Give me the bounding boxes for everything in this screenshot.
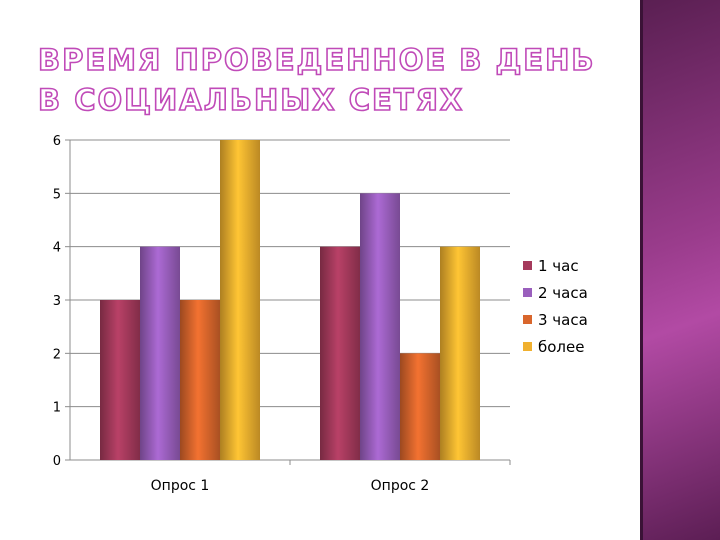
- y-tick-label: 4: [53, 241, 61, 256]
- y-tick-label: 6: [53, 134, 61, 149]
- legend-label: 2 часа: [538, 284, 588, 302]
- legend-label: 3 часа: [538, 311, 588, 329]
- legend-swatch: [523, 342, 532, 351]
- bar-1-2: [140, 246, 180, 460]
- y-tick-label: 1: [53, 401, 61, 416]
- bar-chart: 0 1 2 3 4 5 6 Опрос 1 Опрос 2 1 час 2 часа 3 часа б…: [53, 134, 588, 494]
- bar-1-4: [220, 140, 260, 460]
- bar-2-4: [440, 246, 480, 460]
- y-tick-label: 0: [53, 454, 61, 469]
- legend-swatch: [523, 288, 532, 297]
- legend-swatch: [523, 261, 532, 270]
- legend-label: 1 час: [538, 257, 579, 275]
- y-tick-label: 2: [53, 347, 61, 362]
- legend-label: более: [538, 338, 584, 356]
- bar-2-1: [320, 246, 360, 460]
- y-tick-label: 3: [53, 294, 61, 309]
- x-category-label: Опрос 2: [371, 478, 430, 494]
- bar-1-1: [100, 300, 140, 460]
- bar-1-3: [180, 300, 220, 460]
- bar-2-3: [400, 353, 440, 460]
- axis-labels: 0 1 2 3 4 5 6 Опрос 1 Опрос 2: [53, 134, 430, 494]
- legend: 1 час 2 часа 3 часа более: [523, 257, 588, 356]
- decorative-side-panel: [640, 0, 720, 540]
- bar-2-2: [360, 193, 400, 461]
- legend-swatch: [523, 315, 532, 324]
- bars: [100, 140, 480, 461]
- x-category-label: Опрос 1: [151, 478, 210, 494]
- y-tick-label: 5: [53, 187, 61, 202]
- slide-title: ВРЕМЯ ПРОВЕДЕННОЕ В ДЕНЬ В СОЦИАЛЬНЫХ СЕ…: [37, 42, 596, 118]
